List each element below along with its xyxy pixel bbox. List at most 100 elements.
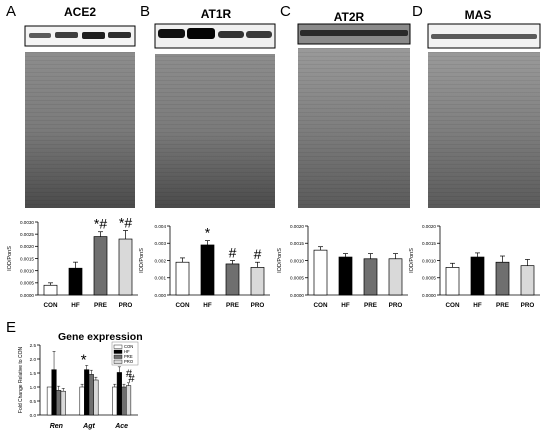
y-tick-label: 0.0000: [290, 293, 304, 298]
significance-mark: *#: [119, 215, 132, 231]
x-tick-label: HF: [341, 302, 350, 309]
significance-mark: #: [229, 245, 237, 261]
bar-pre: [88, 374, 94, 416]
x-tick-label: CON: [44, 302, 58, 309]
bar-con: [46, 386, 52, 416]
bar-chart-mas: 0.0000 0.0005 0.0010 0.0015 0.0020 IOD/PonS CO…: [409, 224, 540, 309]
ponceau-lanes-at1r: [155, 54, 275, 208]
panel-letter-e: E: [6, 319, 16, 336]
band-ace2-pro: [108, 32, 131, 38]
bar-pre: [56, 390, 62, 416]
y-tick-label: 0.001: [155, 276, 167, 281]
panel-letter-c: C: [280, 3, 291, 20]
bar-hf: [84, 369, 90, 416]
y-tick-label: 0.0005: [290, 276, 304, 281]
y-tick-label: 1.5: [30, 371, 37, 376]
band-at2r-lane: [300, 30, 408, 36]
legend-label: CON: [124, 344, 133, 349]
bar-pre: [225, 263, 240, 296]
bar-con: [79, 386, 85, 416]
band-ace2-con: [29, 33, 51, 38]
y-axis-label: Fold Change Relative to CON: [18, 347, 24, 414]
legend-swatch: [113, 344, 123, 349]
y-tick-label: 0.0015: [20, 256, 34, 261]
bar-con: [43, 284, 58, 296]
bar-hf: [338, 256, 353, 296]
legend-swatch: [113, 354, 123, 359]
x-tick-label: PRE: [94, 302, 107, 309]
chart-title: Gene expression: [58, 331, 143, 343]
x-tick-label: CON: [446, 302, 460, 309]
significance-mark: #: [254, 246, 262, 262]
ponceau-lanes-at2r: [298, 48, 410, 208]
x-tick-label: HF: [473, 302, 482, 309]
x-tick-label: PRE: [226, 302, 239, 309]
y-tick-label: 0.0: [30, 413, 37, 418]
y-tick-label: 2.0: [30, 357, 37, 362]
band-ace2-hf: [55, 32, 78, 38]
legend-swatch: [113, 359, 123, 364]
ponceau-lanes-mas: [428, 52, 540, 208]
x-tick-label: PRE: [364, 302, 377, 309]
y-tick-label: 0.0025: [20, 232, 34, 237]
bar-pro: [60, 390, 66, 416]
panel-letter-a: A: [6, 3, 16, 20]
panel-letter-d: D: [412, 3, 423, 20]
y-tick-label: 2.5: [30, 343, 37, 348]
bar-chart-ace2: 0.0000 0.0005 0.0010 0.0015 0.0020 0.0025 0.00…: [7, 215, 138, 309]
x-tick-label: PRO: [251, 302, 265, 309]
x-tick-label: HF: [71, 302, 80, 309]
x-tick-label: Ace: [114, 423, 128, 430]
y-axis-label: IOD/PonS: [7, 246, 13, 271]
band-at1r-pre: [218, 31, 244, 38]
blot-ace2: [24, 25, 136, 208]
bar-chart-gene-expression: Gene expression 0.0 0.5 1.0 1.5 2.0 2.5 Fold Ch…: [18, 331, 143, 430]
blot-title-ace2: ACE2: [64, 5, 96, 19]
bar-con: [445, 267, 460, 296]
y-axis-label: IOD/PonS: [139, 248, 145, 273]
bar-con: [112, 386, 118, 416]
legend-swatch: [113, 349, 123, 354]
band-at1r-hf: [187, 28, 215, 39]
ponceau-lanes-ace2: [25, 52, 135, 208]
y-axis-label: IOD/PonS: [277, 248, 283, 273]
significance-mark: *: [205, 225, 211, 241]
y-tick-label: 0.0005: [422, 276, 436, 281]
y-tick-label: 0.0020: [422, 224, 436, 229]
x-tick-label: PRE: [496, 302, 509, 309]
y-tick-label: 0.0000: [422, 293, 436, 298]
legend-label: HF: [124, 349, 130, 354]
y-tick-label: 0.0020: [20, 244, 34, 249]
band-strip-ace2: [24, 25, 136, 47]
bar-pro: [118, 238, 133, 296]
bar-pro: [520, 265, 535, 296]
y-tick-label: 0.0000: [20, 293, 34, 298]
x-tick-label: HF: [203, 302, 212, 309]
significance-mark: *#: [94, 216, 107, 232]
bar-hf: [470, 256, 485, 296]
x-tick-label: PRO: [119, 302, 133, 309]
bar-pro: [250, 267, 265, 296]
x-tick-label: CON: [314, 302, 328, 309]
blot-title-at2r: AT2R: [334, 10, 365, 24]
bar-pro: [126, 385, 132, 416]
y-tick-label: 0.000: [155, 293, 167, 298]
band-mas-lane: [431, 34, 537, 39]
x-tick-label: Agt: [82, 423, 95, 430]
y-tick-label: 0.5: [30, 399, 37, 404]
y-tick-label: 0.004: [155, 224, 167, 229]
y-tick-label: 0.0010: [20, 268, 34, 273]
significance-mark: #: [126, 368, 133, 380]
y-tick-label: 0.003: [155, 241, 167, 246]
blot-at2r: [297, 23, 411, 208]
x-tick-label: Ren: [50, 423, 63, 430]
bar-pre: [495, 261, 510, 296]
bar-hf: [68, 267, 83, 296]
blot-title-mas: MAS: [465, 8, 492, 22]
bar-pre: [363, 258, 378, 296]
band-at1r-con: [158, 29, 185, 38]
bar-pro: [388, 258, 403, 296]
bar-pre: [93, 236, 108, 296]
